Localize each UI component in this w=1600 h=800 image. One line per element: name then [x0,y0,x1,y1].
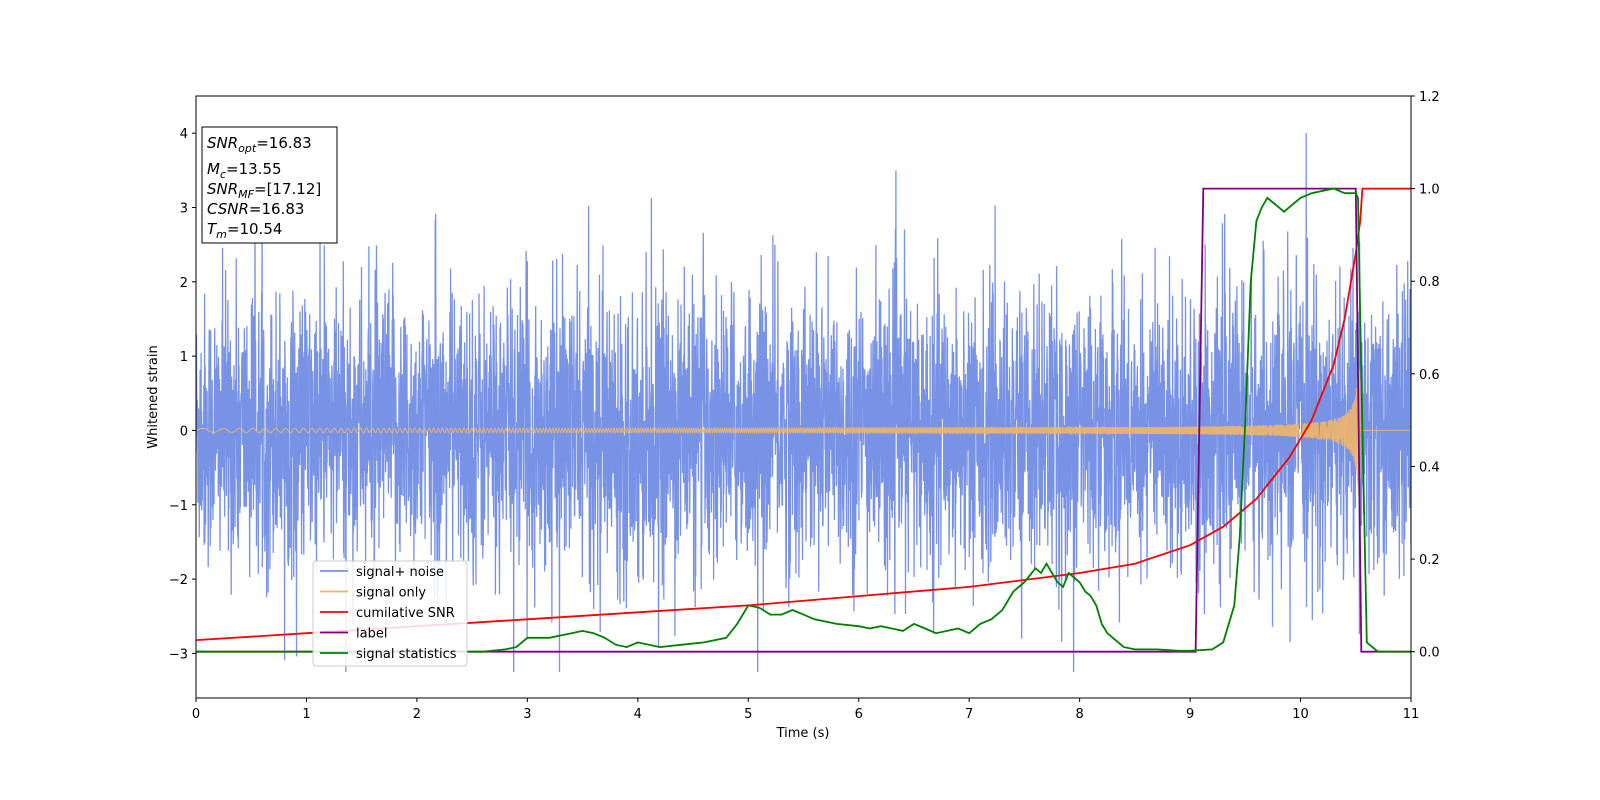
y-left-tick-label: 1 [180,350,188,365]
y-right-tick-label: 0.0 [1419,646,1440,661]
legend-label: cumilative SNR [356,606,455,621]
x-tick-label: 1 [302,707,310,722]
x-tick-label: 10 [1292,707,1309,722]
y-right-tick-label: 0.4 [1419,460,1440,475]
x-tick-label: 4 [634,707,642,722]
x-tick-label: 11 [1403,707,1420,722]
axes-frame [195,95,1412,699]
annotation-line: Tm=10.54 [207,220,282,241]
legend-label: signal statistics [356,647,457,662]
legend: signal+ noise signal only cumilative SNR la… [312,560,468,667]
x-tick-label: 3 [523,707,531,722]
y-left-tick-label: 3 [180,201,188,216]
y-left-tick-label: 4 [180,127,188,142]
y-right-tick-label: 1.2 [1419,90,1440,105]
legend-label: label [356,627,387,642]
annotation-line: SNRMF=[17.12] [207,180,321,201]
series-signal-statistics [196,187,1411,653]
y-axis-right: 0.0 0.2 0.4 0.6 0.8 1.0 1.2 [1411,90,1440,661]
x-tick-label: 0 [192,707,200,722]
plot-area [196,132,1411,673]
y-axis-left: −3 −2 −1 0 1 2 3 4 [169,127,196,662]
x-tick-label: 7 [965,707,973,722]
y-left-tick-label: −3 [169,647,188,662]
x-tick-label: 9 [1186,707,1194,722]
y-left-tick-label: 2 [180,276,188,291]
y-right-tick-label: 0.8 [1419,275,1440,290]
x-tick-label: 6 [855,707,863,722]
series-signal-noise [196,132,1411,673]
x-axis: 0 1 2 3 4 5 6 7 8 9 10 11 [192,698,1419,722]
y-left-tick-label: −1 [169,499,188,514]
annotation-line: Mc=13.55 [207,160,282,181]
legend-label: signal only [356,586,426,601]
series-signal-only [196,368,1411,495]
series-cumulative-snr [196,187,1411,641]
annotation-box: SNRopt=16.83 Mc=13.55SNRMF=[17.12]CSNR=16… [201,126,338,244]
y-axis-label: Whitened strain [146,345,161,448]
series-label [196,187,1411,653]
x-tick-label: 2 [413,707,421,722]
y-right-tick-label: 0.6 [1419,368,1440,383]
y-left-tick-label: 0 [180,424,188,439]
x-tick-label: 5 [744,707,752,722]
x-axis-label: Time (s) [776,726,830,741]
annotation-line: CSNR=16.83 [207,200,304,218]
annotation-line: SNRopt=16.83 [207,134,312,155]
y-right-tick-label: 0.2 [1419,553,1440,568]
legend-label: signal+ noise [356,565,444,580]
y-right-tick-label: 1.0 [1419,183,1440,198]
y-left-tick-label: −2 [169,573,188,588]
x-tick-label: 8 [1075,707,1083,722]
